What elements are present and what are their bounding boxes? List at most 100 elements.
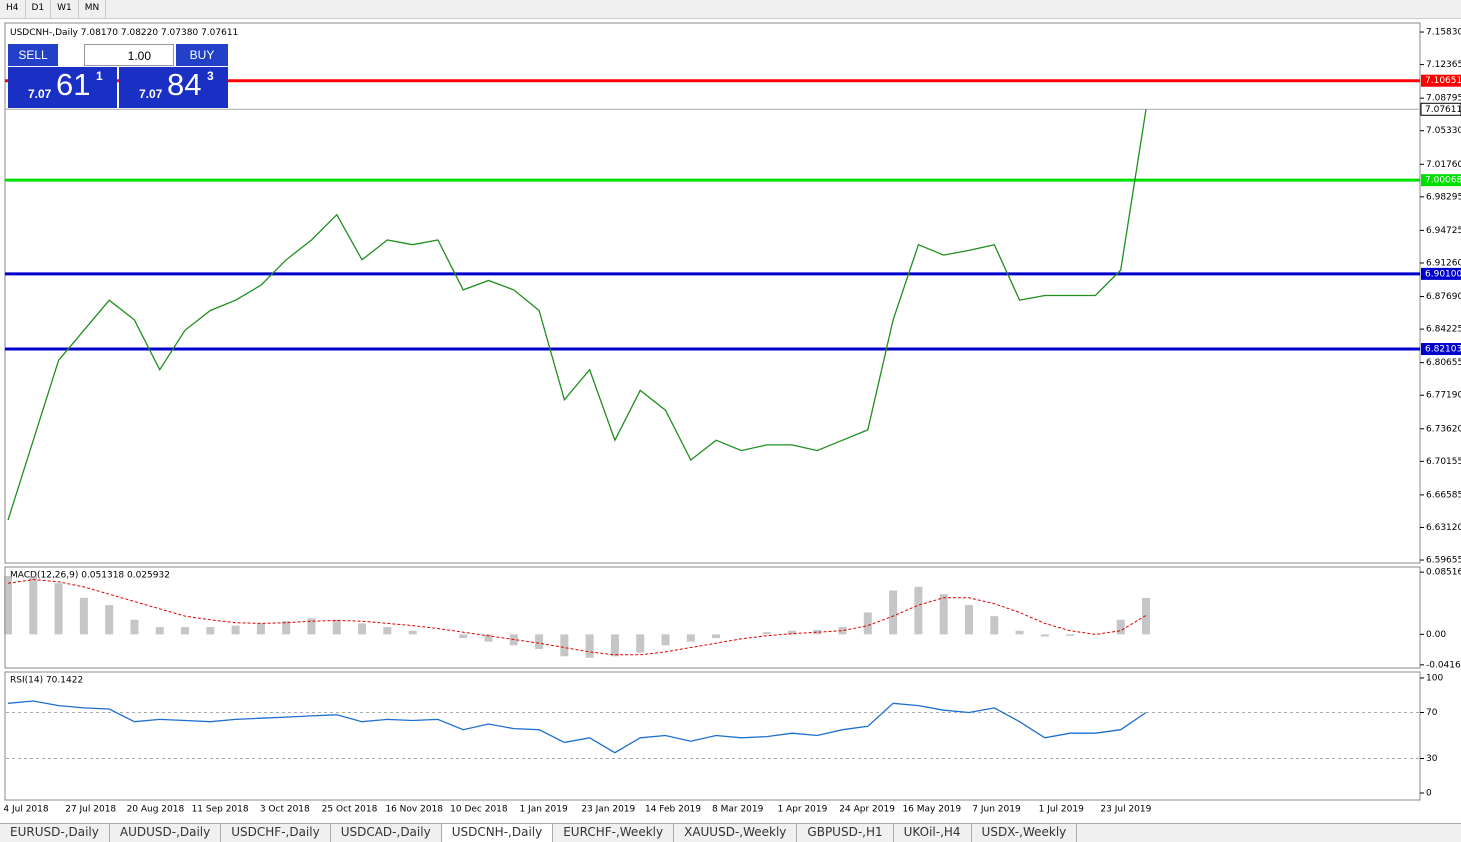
macd-bar — [256, 623, 265, 635]
y-tick-label: 6.87690 — [1426, 292, 1461, 302]
price-line — [7, 700, 1147, 754]
macd-bar — [206, 627, 215, 635]
x-tick-label: 10 Dec 2018 — [450, 805, 508, 815]
chart-tab[interactable]: GBPUSD-,H1 — [797, 824, 894, 842]
macd-bar — [889, 590, 898, 635]
macd-bar — [610, 634, 619, 657]
bid-big: 7.07 — [28, 87, 52, 101]
chart-tab[interactable]: AUDUSD-,Daily — [110, 824, 222, 842]
chart-tabs: EURUSD-,Daily AUDUSD-,Daily USDCHF-,Daily U… — [0, 823, 1461, 842]
macd-bar — [1116, 619, 1125, 635]
macd-bar — [408, 630, 417, 635]
y-tick-label: 6.73620 — [1426, 424, 1461, 434]
chart-tab[interactable]: UKOil-,H4 — [894, 824, 972, 842]
x-tick-label: 3 Oct 2018 — [260, 805, 310, 815]
macd-bar — [484, 634, 493, 642]
price-panel — [4, 22, 1421, 564]
y-tick-label: 6.77190 — [1426, 391, 1461, 401]
y-tick-label: 6.91260 — [1426, 258, 1461, 268]
x-tick-label: 23 Jan 2019 — [581, 805, 635, 815]
macd-bar — [939, 594, 948, 635]
y-tick-label: 7.08795 — [1426, 94, 1461, 104]
macd-bar — [1142, 597, 1150, 635]
level-tag — [1421, 343, 1461, 356]
macd-bar — [231, 625, 240, 635]
x-tick-label: 25 Oct 2018 — [322, 805, 378, 815]
macd-bar — [813, 629, 822, 635]
high: 7.08220 — [121, 28, 158, 38]
macd-bar — [863, 612, 872, 635]
y-tick-label: 7.12365 — [1426, 60, 1461, 70]
y-tick-label: 0.085164 — [1426, 568, 1461, 578]
macd-bar — [787, 630, 796, 635]
macd-bar — [181, 627, 190, 635]
macd-bar — [914, 586, 923, 635]
x-tick-label: 23 Jul 2019 — [1100, 805, 1151, 815]
x-tick-label: 20 Aug 2018 — [127, 805, 185, 815]
current-price-label: 7.07611 — [1425, 105, 1461, 115]
y-tick-label: 6.70155 — [1426, 457, 1461, 467]
macd-bar — [762, 632, 771, 635]
macd-bar — [4, 575, 12, 635]
macd-bar — [1040, 634, 1049, 637]
bid-quote[interactable]: 7.07 61 1 — [8, 67, 117, 108]
price-line — [7, 109, 1147, 521]
chart-tab[interactable]: USDCNH-,Daily — [441, 824, 554, 842]
macd-bar — [155, 627, 164, 635]
timeframe-button[interactable]: W1 — [51, 0, 79, 18]
macd-bar — [585, 634, 594, 658]
macd-bar — [1015, 630, 1024, 635]
macd-title: MACD(12,26,9) 0.051318 0.025932 — [10, 571, 170, 581]
macd-bar — [358, 623, 367, 635]
macd-bar — [79, 597, 88, 635]
x-tick-label: 16 Nov 2018 — [385, 805, 443, 815]
y-tick-label: -0.041659 — [1426, 660, 1461, 670]
macd-panel — [4, 566, 1421, 669]
sell-button[interactable]: SELL — [8, 44, 58, 66]
macd-bar — [964, 605, 973, 635]
bid-fraction: 1 — [96, 69, 103, 83]
buy-button[interactable]: BUY — [176, 44, 228, 66]
rsi-panel — [4, 671, 1421, 801]
level-tag — [1421, 174, 1461, 187]
level-label: 6.82103 — [1425, 345, 1461, 355]
chart-tab[interactable]: USDCAD-,Daily — [331, 824, 442, 842]
chart-header: USDCNH-,Daily 7.08170 7.08220 7.07380 7.… — [10, 28, 238, 38]
y-tick-label: 70 — [1426, 708, 1438, 718]
macd-bar — [282, 621, 291, 635]
timeframe-button[interactable]: MN — [79, 0, 107, 18]
macd-bar — [712, 634, 721, 639]
macd-bar — [636, 634, 645, 653]
bid-pips: 61 — [56, 67, 91, 102]
timeframe-toolbar: H4 D1 W1 MN — [0, 0, 1461, 19]
ask-big: 7.07 — [139, 87, 163, 101]
y-tick-label: 7.01760 — [1426, 160, 1461, 170]
macd-bar — [29, 575, 38, 635]
timeframe-button[interactable]: H4 — [0, 0, 26, 18]
y-tick-label: 6.98295 — [1426, 192, 1461, 202]
chart-tab[interactable]: USDCHF-,Daily — [221, 824, 331, 842]
level-tag — [1421, 267, 1461, 280]
timeframe-button[interactable]: D1 — [26, 0, 52, 18]
x-tick-label: 11 Sep 2018 — [192, 805, 249, 815]
macd-bar — [686, 634, 695, 642]
ask-quote[interactable]: 7.07 84 3 — [119, 67, 228, 108]
chart-tab[interactable]: XAUUSD-,Weekly — [674, 824, 798, 842]
volume-input[interactable]: 1.00 — [84, 44, 174, 66]
x-tick-label: 16 May 2019 — [902, 805, 961, 815]
x-tick-label: 14 Feb 2019 — [645, 805, 701, 815]
macd-bar — [54, 583, 63, 635]
macd-bar — [990, 616, 999, 635]
macd-bar — [105, 605, 114, 635]
chart-tab[interactable]: USDX-,Weekly — [972, 824, 1078, 842]
y-tick-label: 30 — [1426, 754, 1438, 764]
chart-tab[interactable]: EURCHF-,Weekly — [553, 824, 675, 842]
one-click-trading: SELL 1.00 BUY 7.07 61 1 7.07 84 3 — [8, 44, 228, 108]
y-tick-label: 6.84225 — [1426, 325, 1461, 335]
chart-tab[interactable]: EURUSD-,Daily — [0, 824, 110, 842]
y-tick-label: 0.00 — [1426, 630, 1446, 640]
level-label: 6.90100 — [1425, 269, 1461, 279]
x-tick-label: 24 Apr 2019 — [839, 805, 895, 815]
